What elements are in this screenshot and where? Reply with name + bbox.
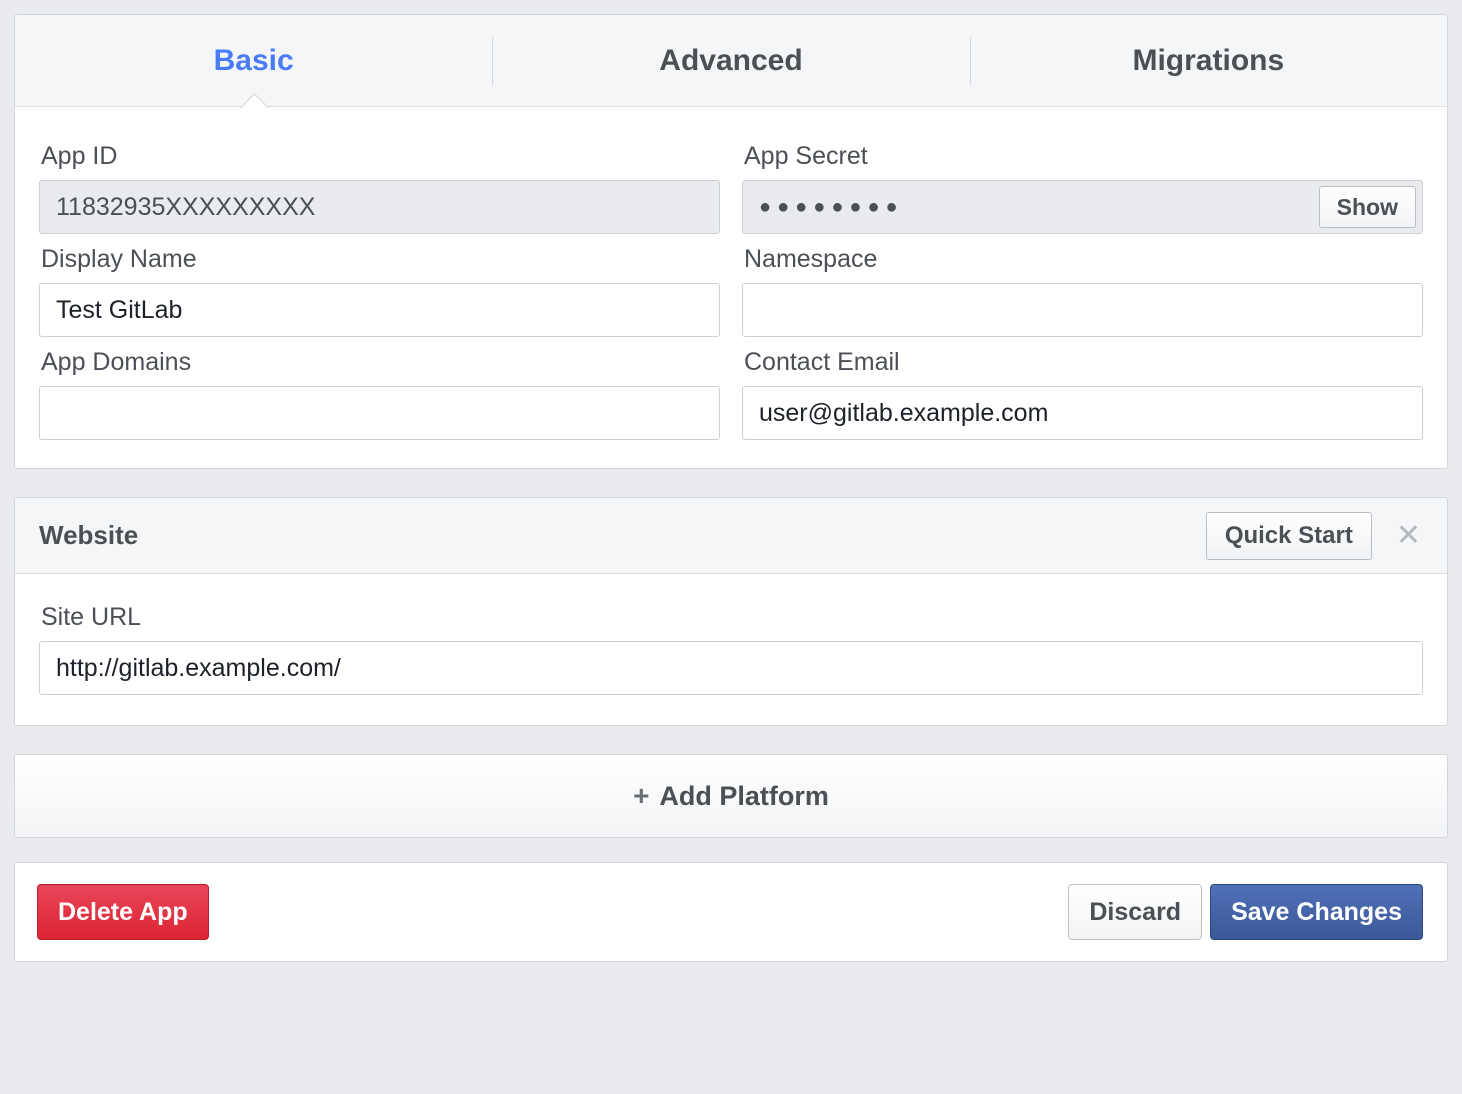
tab-migrations-label: Migrations	[1132, 43, 1285, 77]
platform-card-website: Website Quick Start ✕ Site URL http://gi…	[14, 497, 1448, 726]
section-spacer	[14, 469, 1448, 497]
show-secret-button[interactable]: Show	[1318, 186, 1416, 228]
tab-advanced-label: Advanced	[659, 43, 803, 77]
field-display-name: Display Name Test GitLab	[39, 234, 720, 337]
field-app-domains: App Domains	[39, 337, 720, 440]
namespace-label: Namespace	[744, 245, 878, 273]
platform-body: Site URL http://gitlab.example.com/	[15, 574, 1447, 725]
app-id-label: App ID	[41, 142, 118, 170]
plus-icon: +	[633, 780, 650, 811]
platform-header: Website Quick Start ✕	[15, 498, 1447, 574]
form-row-ids: App ID 11832935XXXXXXXXX App Secret ●●●●…	[39, 131, 1423, 234]
active-tab-caret-icon	[237, 92, 271, 108]
tab-basic-label: Basic	[213, 43, 294, 77]
app-secret-label: App Secret	[744, 142, 868, 170]
add-platform-label: Add Platform	[659, 780, 829, 811]
app-domains-label: App Domains	[41, 348, 192, 376]
contact-email-label: Contact Email	[744, 348, 900, 376]
site-url-label: Site URL	[41, 603, 142, 631]
field-namespace: Namespace	[742, 234, 1423, 337]
tab-migrations[interactable]: Migrations	[969, 15, 1447, 107]
platform-title: Website	[39, 520, 139, 550]
display-name-label: Display Name	[41, 245, 197, 273]
app-secret-input-group: ●●●●●●●● Show	[742, 180, 1423, 234]
namespace-input[interactable]	[742, 283, 1423, 337]
form-row-name: Display Name Test GitLab Namespace	[39, 234, 1423, 337]
tab-bar: Basic Advanced Migrations	[14, 14, 1448, 106]
close-icon[interactable]: ✕	[1395, 518, 1421, 552]
form-row-domains: App Domains Contact Email user@gitlab.ex…	[39, 337, 1423, 440]
quick-start-button[interactable]: Quick Start	[1205, 511, 1372, 560]
site-url-input[interactable]: http://gitlab.example.com/	[39, 641, 1423, 695]
display-name-input[interactable]: Test GitLab	[39, 283, 720, 337]
contact-email-input[interactable]: user@gitlab.example.com	[742, 386, 1423, 440]
tab-basic[interactable]: Basic	[15, 15, 492, 107]
basic-settings-card: App ID 11832935XXXXXXXXX App Secret ●●●●…	[14, 106, 1448, 469]
save-changes-button[interactable]: Save Changes	[1210, 884, 1423, 940]
add-platform-button[interactable]: + Add Platform	[14, 754, 1448, 838]
delete-app-button[interactable]: Delete App	[37, 884, 209, 940]
field-app-secret: App Secret ●●●●●●●● Show	[742, 131, 1423, 234]
footer-right-actions: Discard Save Changes	[1068, 884, 1423, 940]
app-domains-input[interactable]	[39, 386, 720, 440]
tab-advanced[interactable]: Advanced	[492, 15, 969, 107]
field-app-id: App ID 11832935XXXXXXXXX	[39, 131, 720, 234]
app-id-input[interactable]: 11832935XXXXXXXXX	[39, 180, 720, 234]
discard-button[interactable]: Discard	[1068, 884, 1203, 940]
field-contact-email: Contact Email user@gitlab.example.com	[742, 337, 1423, 440]
app-secret-input[interactable]: ●●●●●●●●	[759, 196, 904, 218]
footer-actions: Delete App Discard Save Changes	[14, 862, 1448, 962]
